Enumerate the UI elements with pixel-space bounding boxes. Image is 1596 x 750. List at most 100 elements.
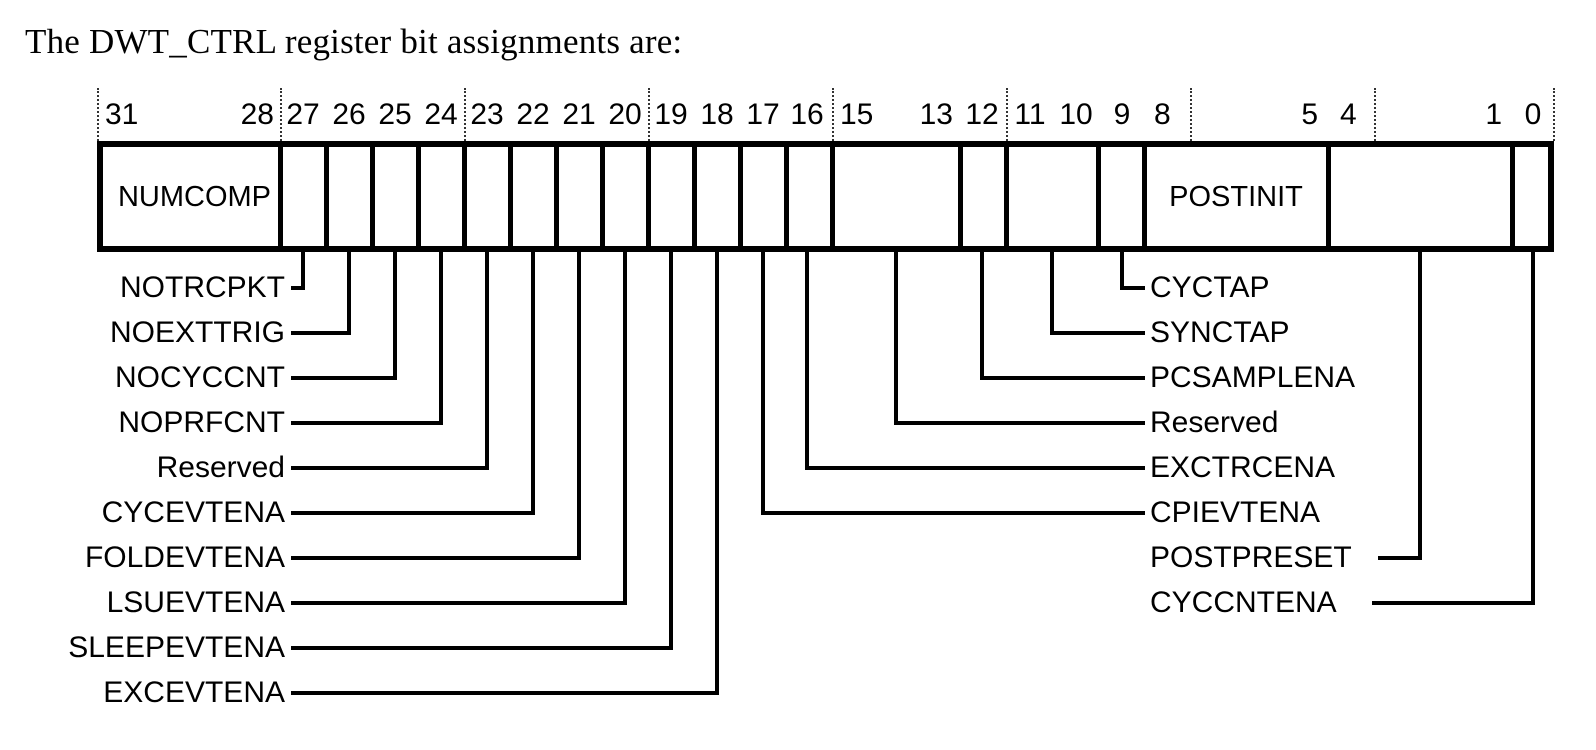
field-cell-8-5: POSTINIT: [1144, 147, 1328, 246]
callout-label-cyctap: CYCTAP: [1150, 271, 1270, 304]
leader-vline-cyctap: [1120, 249, 1124, 290]
leader-vline-notrcpkt: [301, 249, 305, 290]
bit-number-20: 20: [608, 98, 642, 131]
leader-vline-sleepevtena: [669, 249, 673, 650]
callout-label-nocyccnt: NOCYCCNT: [115, 361, 285, 394]
field-divider: [370, 147, 375, 246]
field-divider: [1510, 147, 1515, 246]
leader-hline-cyctap: [1120, 286, 1145, 290]
field-cell-26: [326, 147, 372, 246]
field-cell-11-10: [1006, 147, 1098, 246]
nibble-separator-line: [1006, 88, 1008, 141]
field-divider: [738, 147, 743, 246]
leader-hline-exctrcena: [805, 466, 1145, 470]
field-divider: [554, 147, 559, 246]
nibble-separator-line: [1190, 88, 1192, 141]
callout-label-cyccntena: CYCCNTENA: [1150, 586, 1337, 619]
field-cell-24: [418, 147, 464, 246]
field-cell-25: [372, 147, 418, 246]
field-cell-20: [602, 147, 648, 246]
field-cell-21: [556, 147, 602, 246]
field-divider: [600, 147, 605, 246]
leader-vline-excevtena: [715, 249, 719, 695]
bit-number-15: 15: [840, 98, 874, 131]
field-cell-15-13: [832, 147, 960, 246]
nibble-separator-line: [1553, 88, 1555, 141]
leader-hline-sleepevtena: [291, 646, 673, 650]
leader-hline-postpreset: [1378, 556, 1422, 560]
field-cell-12: [960, 147, 1006, 246]
bit-number-27: 27: [286, 98, 320, 131]
leader-vline-pcsamplena: [980, 249, 984, 380]
field-divider: [646, 147, 651, 246]
nibble-separator-line: [1374, 88, 1376, 141]
field-divider: [462, 147, 467, 246]
callout-label-excevtena: EXCEVTENA: [103, 676, 285, 709]
nibble-separator-line: [832, 88, 834, 141]
bit-number-0: 0: [1524, 98, 1542, 131]
leader-hline-lsuevtena: [291, 601, 627, 605]
bit-number-26: 26: [332, 98, 366, 131]
field-divider: [324, 147, 329, 246]
bit-number-18: 18: [700, 98, 734, 131]
leader-hline-reserved: [291, 466, 489, 470]
field-cell-9: [1098, 147, 1144, 246]
field-cell-22: [510, 147, 556, 246]
field-cell-31-28: NUMCOMP: [103, 147, 286, 246]
nibble-separator-line: [648, 88, 650, 141]
leader-hline-nocyccnt: [291, 376, 397, 380]
bit-number-23: 23: [470, 98, 504, 131]
callout-label-sleepevtena: SLEEPEVTENA: [68, 631, 285, 664]
callout-label-reserved: Reserved: [1150, 406, 1279, 439]
bit-number-9: 9: [1113, 98, 1131, 131]
bit-number-10: 10: [1059, 98, 1093, 131]
bit-number-31: 31: [105, 98, 139, 131]
leader-hline-synctap: [1050, 331, 1145, 335]
bit-number-11: 11: [1014, 98, 1046, 131]
bit-number-25: 25: [378, 98, 412, 131]
bit-number-5: 5: [1301, 98, 1318, 131]
bit-number-21: 21: [562, 98, 596, 131]
field-divider: [1004, 147, 1009, 246]
bit-number-13: 13: [919, 98, 953, 131]
leader-hline-cyccntena: [1372, 601, 1535, 605]
field-cell-23: [464, 147, 510, 246]
leader-hline-excevtena: [291, 691, 719, 695]
bit-number-8: 8: [1154, 98, 1171, 131]
field-divider: [416, 147, 421, 246]
field-divider: [1142, 147, 1147, 246]
leader-hline-noexttrig: [291, 331, 351, 335]
callout-label-cycevtena: CYCEVTENA: [101, 496, 285, 529]
field-divider: [1096, 147, 1101, 246]
leader-vline-reserved: [894, 249, 898, 425]
leader-vline-reserved: [485, 249, 489, 470]
leader-hline-noprfcnt: [291, 421, 443, 425]
figure-title: The DWT_CTRL register bit assignments ar…: [25, 22, 683, 61]
field-divider: [958, 147, 963, 246]
bit-number-17: 17: [746, 98, 780, 131]
callout-label-pcsamplena: PCSAMPLENA: [1150, 361, 1356, 394]
leader-vline-cycevtena: [531, 249, 535, 515]
bit-number-12: 12: [965, 98, 999, 131]
leader-vline-lsuevtena: [623, 249, 627, 605]
leader-vline-cpievtena: [761, 249, 765, 515]
leader-hline-reserved: [894, 421, 1145, 425]
callout-label-lsuevtena: LSUEVTENA: [106, 586, 285, 619]
callout-label-reserved: Reserved: [156, 451, 285, 484]
leader-hline-pcsamplena: [980, 376, 1145, 380]
field-divider: [1326, 147, 1331, 246]
field-cell-27: [280, 147, 326, 246]
leader-vline-nocyccnt: [393, 249, 397, 380]
bit-number-19: 19: [654, 98, 688, 131]
leader-vline-noexttrig: [347, 249, 351, 335]
leader-vline-foldevtena: [577, 249, 581, 560]
field-cell-16: [786, 147, 832, 246]
nibble-separator-line: [280, 88, 282, 141]
callout-label-cpievtena: CPIEVTENA: [1150, 496, 1321, 529]
field-cell-18: [694, 147, 740, 246]
nibble-separator-line: [464, 88, 466, 141]
callout-label-exctrcena: EXCTRCENA: [1150, 451, 1336, 484]
callout-label-noexttrig: NOEXTTRIG: [109, 316, 285, 349]
bit-number-24: 24: [424, 98, 458, 131]
